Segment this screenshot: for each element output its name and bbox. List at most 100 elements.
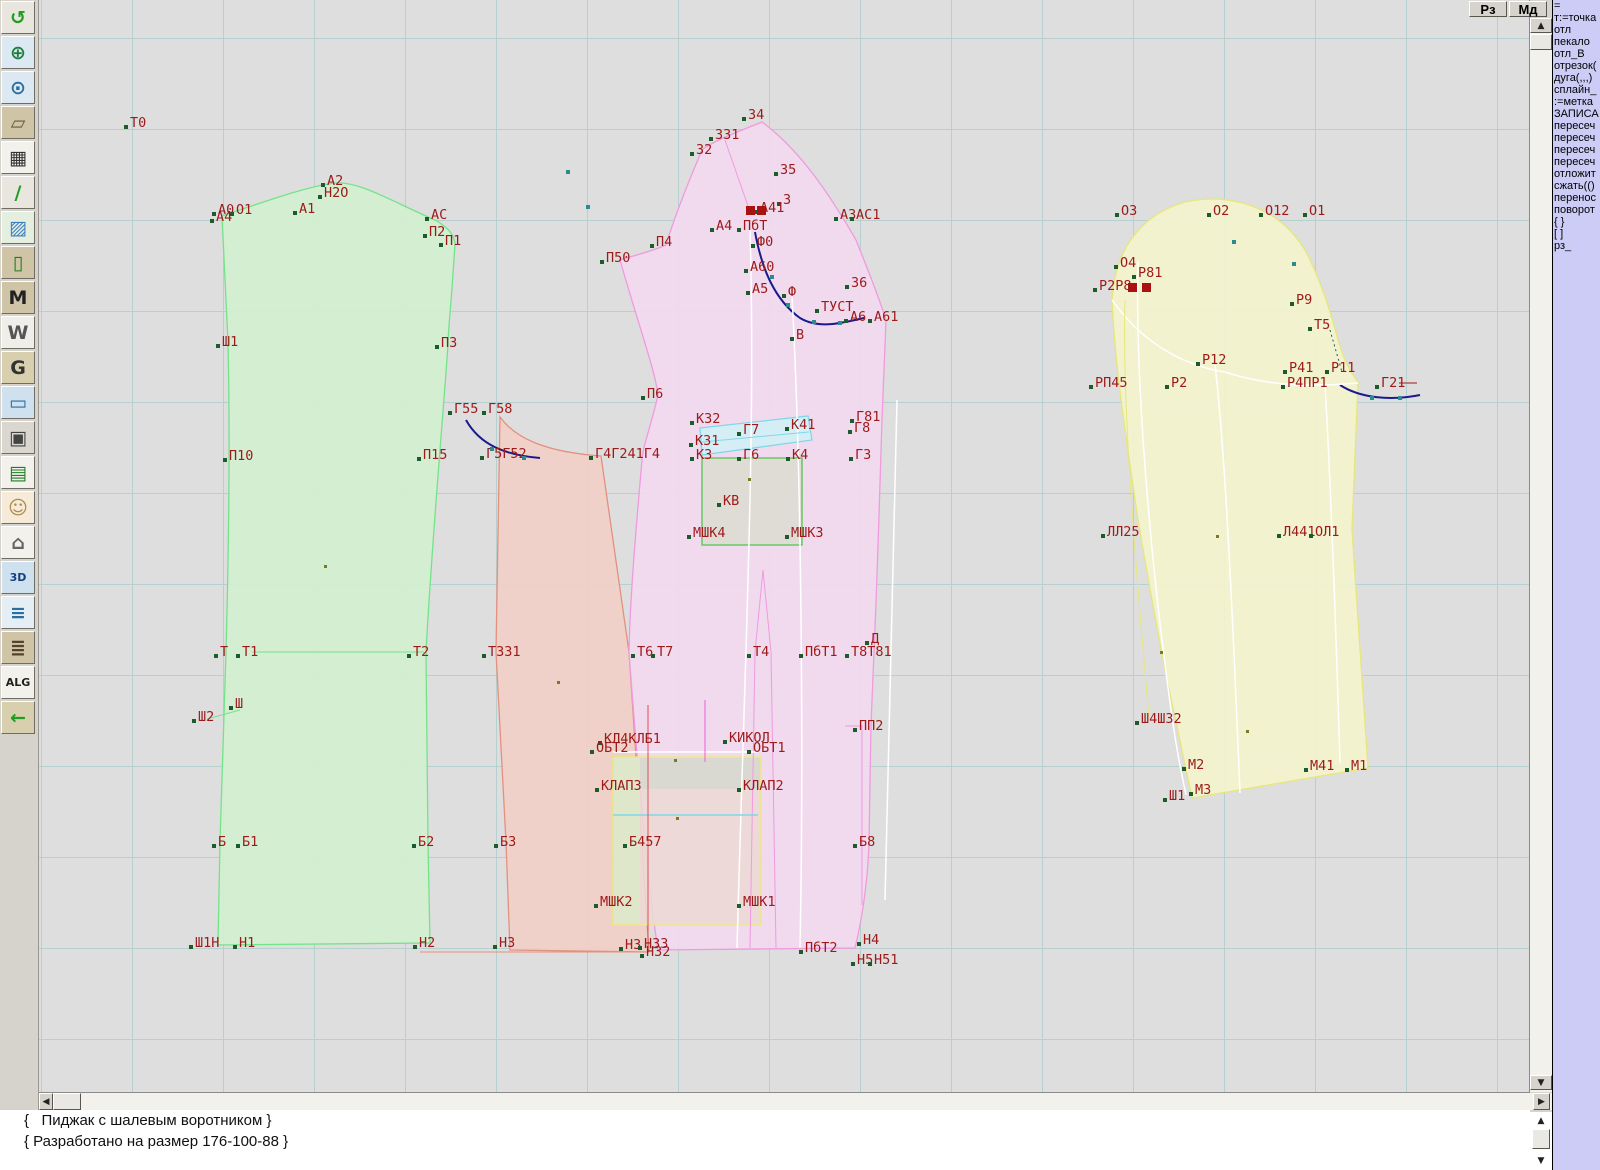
point-label: Г8 [854, 420, 870, 436]
point-label: Р81 [1138, 265, 1162, 281]
scroll-down-icon[interactable]: ▼ [1530, 1075, 1552, 1090]
point-label: В [796, 327, 804, 343]
md-button[interactable]: Мд [1509, 1, 1547, 17]
console-scroll-down-icon[interactable]: ▼ [1532, 1154, 1550, 1167]
command-item[interactable]: отл [1554, 24, 1572, 36]
point-label: Т3З1 [488, 644, 521, 660]
camera-icon[interactable]: ▣ [1, 421, 35, 454]
sleeve-underarm-white [1111, 299, 1359, 386]
point-marker [595, 788, 599, 792]
command-item[interactable]: { } [1554, 216, 1565, 228]
command-item[interactable]: т:=точка [1554, 12, 1597, 24]
flap-piece [612, 756, 762, 926]
horizontal-scrollbar[interactable]: ◀ ▶ [39, 1093, 1552, 1110]
program-console[interactable]: { Пиджак с шалевым воротником } { Разраб… [0, 1110, 1530, 1170]
console-scroll-thumb[interactable] [1532, 1129, 1550, 1149]
command-item[interactable]: дуга(,,,) [1554, 72, 1593, 84]
command-item[interactable]: сплайн_ [1554, 84, 1597, 96]
exit-icon[interactable]: ← [1, 701, 35, 734]
pattern-piece-icon[interactable]: ▯ [1, 246, 35, 279]
measure-line-icon[interactable]: / [1, 176, 35, 209]
point-label: К4 [792, 447, 808, 463]
point-label: Б1 [242, 834, 258, 850]
point-marker [1375, 385, 1379, 389]
point-label: А60 [750, 259, 774, 275]
command-item[interactable]: пересеч [1554, 144, 1596, 156]
point-marker [845, 285, 849, 289]
command-panel[interactable]: = т:=точка отл пекало отл_В отрезок(дуга(,,,)… [1552, 0, 1600, 1170]
command-item[interactable]: отрезок( [1554, 60, 1597, 72]
command-item[interactable]: перенос [1554, 192, 1597, 204]
console-scroll-up-icon[interactable]: ▲ [1532, 1114, 1550, 1127]
command-item[interactable]: отложит [1554, 168, 1596, 180]
pattern-g-icon[interactable]: G [1, 351, 35, 384]
point-label: ПбТ2 [805, 940, 838, 956]
ruler-icon[interactable]: ▭ [1, 386, 35, 419]
point-label: Н32 [646, 944, 670, 960]
grid-icon[interactable]: ▦ [1, 141, 35, 174]
command-item[interactable]: поворот [1554, 204, 1595, 216]
horizontal-scroll-thumb[interactable] [53, 1093, 81, 1110]
point-marker [1132, 275, 1136, 279]
point-label: П3 [441, 335, 457, 351]
point-marker [631, 654, 635, 658]
sleeve-back-seam-white [1136, 261, 1187, 796]
point-label: КЛАП3 [601, 778, 642, 794]
point-marker [493, 945, 497, 949]
command-item[interactable]: пересеч [1554, 120, 1596, 132]
point-label: К32 [696, 411, 720, 427]
point-marker [1089, 385, 1093, 389]
image-icon[interactable]: ▨ [1, 211, 35, 244]
drawing-canvas[interactable]: Т0 А2 Н2О А1 А0 О1 А4 АС П2 П1 Ш1 П3 П10 Т Т1 Т2 Ш2 Ш Б Б1 Б… [39, 0, 1530, 1093]
3d-icon[interactable]: 3D [1, 561, 35, 594]
zoom-in-icon[interactable]: ⊕ [1, 36, 35, 69]
pattern-m-icon[interactable]: M [1, 281, 35, 314]
table-doc-icon[interactable]: ▤ [1, 456, 35, 489]
point-label: АС1 [856, 207, 880, 223]
point-marker [754, 210, 758, 214]
undo-icon[interactable]: ↺ [1, 1, 35, 34]
point-label: Т2 [413, 644, 429, 660]
point-label: О1 [1309, 203, 1325, 219]
rz-button[interactable]: Рз [1469, 1, 1507, 17]
command-item[interactable]: ЗАПИСА [1554, 108, 1599, 120]
zoom-window-icon[interactable]: ⊙ [1, 71, 35, 104]
point-label: Т0 [130, 115, 146, 131]
point-marker [439, 243, 443, 247]
console-scrollbar[interactable]: ▲ ▼ [1530, 1112, 1552, 1170]
piece-zoom-icon[interactable]: ▱ [1, 106, 35, 139]
vertical-scrollbar[interactable]: ▲ ▼ [1530, 18, 1552, 1092]
point-label: Ф0 [757, 234, 773, 250]
model-photo-icon[interactable]: ☺ [1, 491, 35, 524]
command-item[interactable]: = [1554, 0, 1561, 12]
text-list-icon[interactable]: ≡ [1, 596, 35, 629]
command-item[interactable]: пекало [1554, 36, 1590, 48]
point-marker [868, 319, 872, 323]
command-item[interactable]: пересеч [1554, 132, 1596, 144]
command-item[interactable]: [ ] [1554, 228, 1564, 240]
alg-doc-icon[interactable]: ALG [1, 666, 35, 699]
point-marker [690, 457, 694, 461]
compass-w-icon[interactable]: W [1, 316, 35, 349]
command-item[interactable]: отл_В [1554, 48, 1585, 60]
scroll-left-icon[interactable]: ◀ [39, 1093, 53, 1110]
curve-mark [522, 456, 526, 460]
library-icon[interactable]: ≣ [1, 631, 35, 664]
command-item[interactable]: пересеч [1554, 156, 1596, 168]
flap-left-strip [614, 758, 640, 924]
point-marker [851, 962, 855, 966]
garment-sketch-icon[interactable]: ⌂ [1, 526, 35, 559]
point-label: Р11 [1331, 360, 1355, 376]
point-marker [1304, 768, 1308, 772]
point-label: Н4 [863, 932, 879, 948]
point-marker [1207, 213, 1211, 217]
scroll-up-icon[interactable]: ▲ [1530, 18, 1552, 33]
command-item[interactable]: :=метка [1554, 96, 1594, 108]
command-item[interactable]: сжать(() [1554, 180, 1595, 192]
point-label: П15 [423, 447, 447, 463]
scroll-right-icon[interactable]: ▶ [1533, 1093, 1550, 1110]
point-label: ОБТ1 [753, 740, 786, 756]
command-item[interactable]: рз_ [1554, 240, 1572, 252]
construction-dot [1216, 535, 1219, 538]
vertical-scroll-thumb[interactable] [1530, 34, 1552, 50]
